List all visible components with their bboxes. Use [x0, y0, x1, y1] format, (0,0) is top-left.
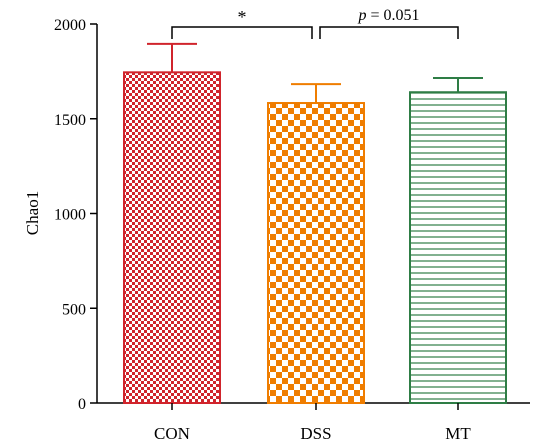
bar-con [123, 71, 221, 404]
significance-label: * [238, 7, 247, 27]
error-bars [147, 42, 483, 104]
y-tick-label: 2000 [54, 17, 86, 34]
x-tick-label-con: CON [154, 424, 190, 443]
bars [123, 71, 507, 404]
y-tick-label: 0 [78, 396, 86, 413]
y-ticks: 0 500 1000 1500 2000 [54, 17, 97, 413]
significance-annotations: * p = 0.051 [171, 7, 459, 39]
significance-label: p = 0.051 [357, 7, 419, 24]
y-axis-label: Chao1 [23, 191, 42, 235]
significance-bracket [171, 26, 313, 39]
bar-dss [267, 102, 365, 404]
y-tick-label: 1500 [54, 112, 86, 129]
x-tick-label-mt: MT [445, 424, 471, 443]
significance-bracket [319, 26, 459, 39]
y-tick-label: 500 [62, 301, 86, 318]
bar-mt [409, 91, 507, 404]
p-symbol: p [357, 7, 366, 24]
y-tick-label: 1000 [54, 207, 86, 224]
significance-value: = 0.051 [366, 7, 419, 24]
significance-value: * [238, 7, 247, 27]
x-tick-labels: CON DSS MT [154, 403, 471, 443]
x-tick-label-dss: DSS [300, 424, 331, 443]
